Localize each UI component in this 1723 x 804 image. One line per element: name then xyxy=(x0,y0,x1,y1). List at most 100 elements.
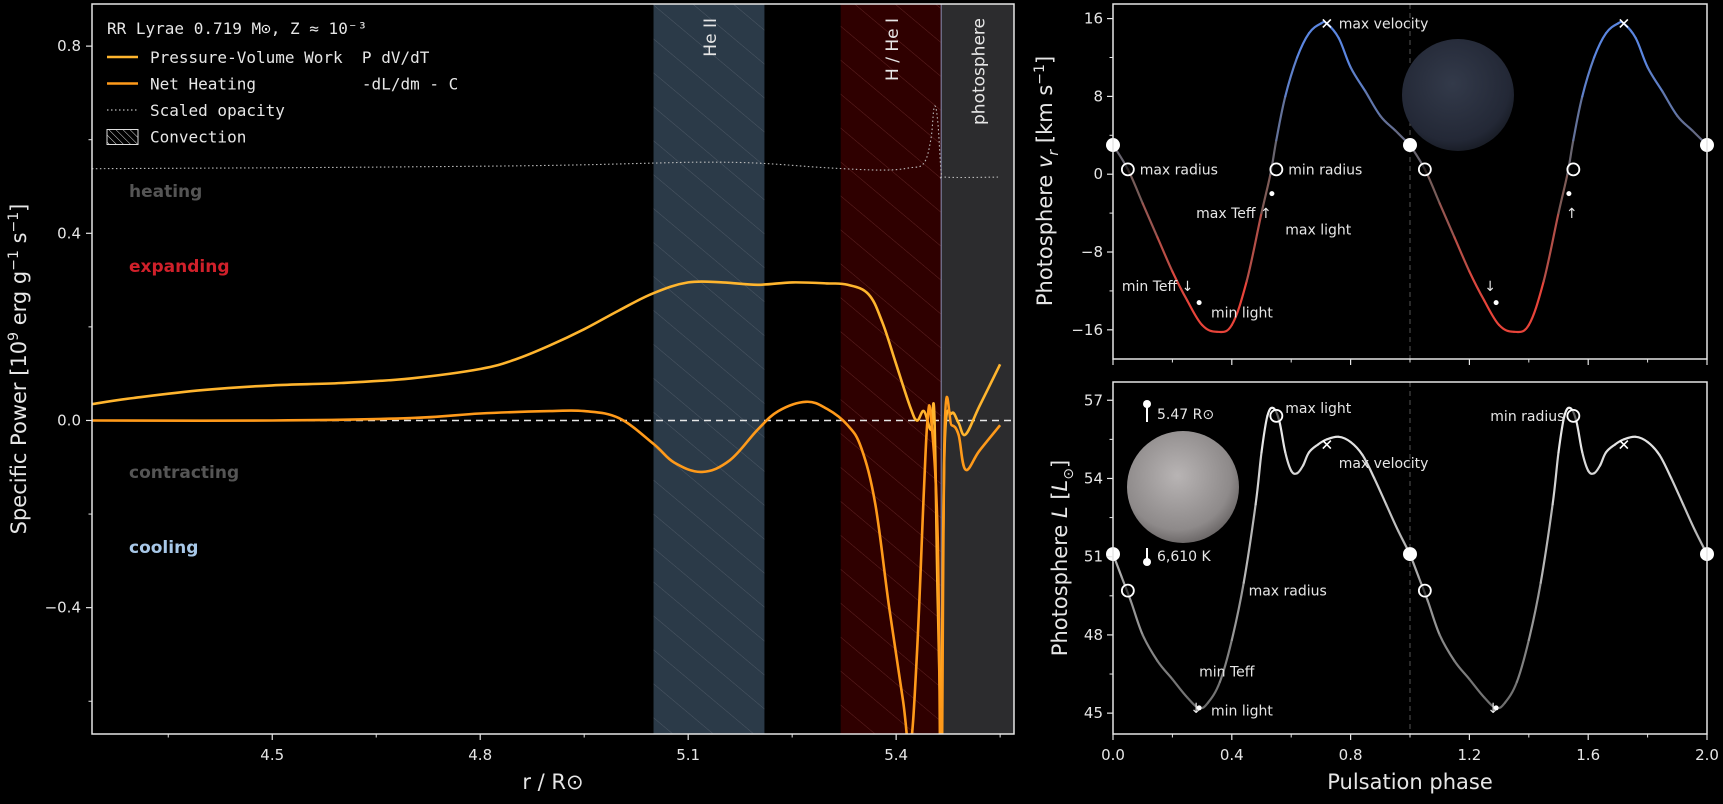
curve-segment xyxy=(1557,414,1566,454)
y-tick-label: 48 xyxy=(1084,626,1103,644)
curve-segment xyxy=(1581,451,1590,472)
star-radius-label: 5.47 R⊙ xyxy=(1157,407,1214,423)
curve-segment xyxy=(1325,435,1340,441)
curve-segment xyxy=(1622,435,1637,441)
x-tick-label: 1.6 xyxy=(1576,746,1600,764)
phase-marker-dot xyxy=(1493,300,1499,306)
y-tick-label: −8 xyxy=(1081,243,1103,261)
curve-segment xyxy=(1682,503,1697,532)
event-annotation: min light xyxy=(1211,305,1273,321)
curve-segment xyxy=(1254,451,1263,506)
x-tick-label: 0.4 xyxy=(1220,746,1244,764)
curve-segment xyxy=(1604,443,1616,454)
phase-marker-open xyxy=(1120,583,1135,598)
legend-label: Pressure-Volume Work P dV/dT xyxy=(150,48,430,67)
left-x-axis-label: r / R⊙ xyxy=(522,770,583,794)
y-tick-label: 54 xyxy=(1084,469,1103,487)
y-tick-label: 16 xyxy=(1084,10,1103,28)
x-tick-label: 5.1 xyxy=(676,746,700,764)
curve-segment xyxy=(1593,464,1602,475)
cross-stroke xyxy=(1619,440,1629,450)
curve-segment xyxy=(1468,678,1486,699)
phase-marker-open xyxy=(1269,162,1284,177)
curve-segment xyxy=(1201,323,1219,333)
ylabel-sub: r xyxy=(1046,149,1062,156)
curve-segment xyxy=(1676,114,1694,132)
curve-segment xyxy=(1284,451,1293,472)
curve-segment xyxy=(1361,453,1376,480)
curve-segment xyxy=(1307,443,1319,454)
curve-segment xyxy=(1156,659,1174,681)
star-teff-label: 6,610 K xyxy=(1157,549,1212,565)
region-hatch xyxy=(653,4,765,734)
curve-segment xyxy=(1527,280,1545,327)
luminosity-y-axis-label: Photosphere L [L⊙] xyxy=(1048,460,1077,656)
left-panel: He II H / He I photosphere 4.5 4.8 5.1 5.4 0.8… xyxy=(6,3,1015,794)
curve-segment xyxy=(1260,414,1269,454)
legend-title: RR Lyrae 0.719 M⊙, Z ≈ 10⁻³ xyxy=(107,19,367,38)
curve-segment xyxy=(1156,236,1174,273)
legend-label: Net Heating -dL/dm - C xyxy=(150,75,458,94)
curve-segment xyxy=(1572,95,1584,142)
event-annotation: max light xyxy=(1285,401,1351,417)
y-tick-label: 0 xyxy=(1093,165,1103,183)
curve-segment xyxy=(1438,202,1456,239)
left-y-axis-label: Specific Power [109 erg g−1 s−1] xyxy=(6,204,31,535)
ylabel-sup: −1 xyxy=(1032,64,1048,85)
curve-segment xyxy=(1171,270,1189,302)
region-band xyxy=(941,4,1014,734)
curve-segment xyxy=(1337,435,1352,444)
curve-segment xyxy=(1453,236,1471,273)
cross-stroke xyxy=(1322,18,1332,29)
phase-marker-open xyxy=(1417,583,1432,598)
curve-segment xyxy=(1278,420,1287,454)
curve-segment xyxy=(1634,36,1649,69)
curve-segment xyxy=(1593,32,1608,59)
event-annotation: ↓ xyxy=(1484,279,1496,295)
phase-marker-cross xyxy=(1322,440,1332,450)
curve-segment xyxy=(1512,323,1530,334)
curve-segment xyxy=(1557,173,1569,215)
velocity-panel: 16 8 0 −8 −16 max radius min radius max veloci… xyxy=(1032,3,1714,365)
ylabel-unit-post: ] xyxy=(1048,460,1072,468)
side-annotation: cooling xyxy=(129,538,198,558)
y-tick-label: 51 xyxy=(1084,548,1103,566)
x-tick-label: 4.5 xyxy=(260,746,284,764)
curve-segment xyxy=(1337,36,1352,69)
curve-segment xyxy=(1296,32,1311,59)
y-tick-label: −0.4 xyxy=(45,599,81,617)
curve-segment xyxy=(1230,280,1248,327)
curve-segment xyxy=(1581,56,1596,98)
series-layer xyxy=(1106,406,1714,711)
series-group xyxy=(92,105,1002,734)
curve-segment xyxy=(1527,581,1542,642)
curve-segment xyxy=(1171,678,1189,699)
curve-segment xyxy=(1385,503,1400,532)
curve-segment xyxy=(1503,680,1518,704)
cross-stroke xyxy=(1322,440,1332,450)
phase-marker-cross xyxy=(1322,18,1332,29)
curve-segment xyxy=(1307,22,1322,35)
ylabel-unit-pre: [km s xyxy=(1033,85,1057,150)
cross-stroke xyxy=(1619,18,1629,29)
series-line xyxy=(92,395,1002,734)
event-annotation: ↓ xyxy=(1190,701,1202,717)
x-tick-label: 4.8 xyxy=(468,746,492,764)
curve-segment xyxy=(1551,451,1560,506)
annotation-layer: max light max velocity max radius min radiu… xyxy=(1190,401,1564,719)
phase-marker-open xyxy=(1269,408,1284,423)
curve-segment xyxy=(1215,323,1233,334)
curve-segment xyxy=(1218,639,1233,683)
event-annotation: max radius xyxy=(1249,584,1327,600)
phase-marker-open xyxy=(1417,162,1432,177)
curve-segment xyxy=(1186,299,1204,327)
event-annotation: max velocity xyxy=(1339,456,1429,472)
event-annotation: max velocity xyxy=(1339,16,1429,32)
ylabel-unit-sym: L xyxy=(1048,480,1072,492)
star-disc-icon xyxy=(1127,431,1239,543)
event-annotation: ↓ xyxy=(1487,701,1499,717)
left-axes-frame xyxy=(91,3,1015,735)
tick-layer: 16 8 0 −8 −16 xyxy=(1071,10,1708,365)
ylabel-sym: v xyxy=(1033,155,1057,168)
curve-segment xyxy=(1373,477,1388,506)
